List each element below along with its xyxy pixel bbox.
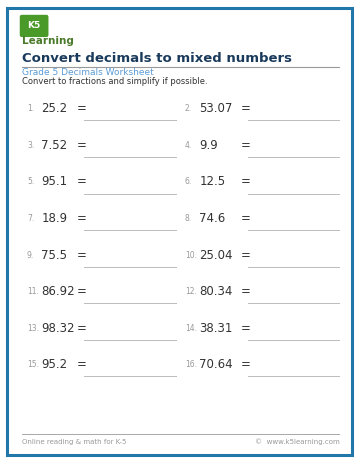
Text: =: = <box>77 358 87 371</box>
Text: 75.5: 75.5 <box>41 249 67 262</box>
Text: =: = <box>241 249 251 262</box>
Text: 18.9: 18.9 <box>41 212 67 225</box>
Text: =: = <box>77 102 87 115</box>
Text: 13.: 13. <box>27 324 39 333</box>
Text: 80.34: 80.34 <box>199 285 233 298</box>
Text: 5.: 5. <box>27 177 34 187</box>
Text: 9.9: 9.9 <box>199 139 218 152</box>
Text: Online reading & math for K-5: Online reading & math for K-5 <box>22 439 126 444</box>
Text: 95.1: 95.1 <box>41 175 67 188</box>
Text: 86.92: 86.92 <box>41 285 75 298</box>
Text: 53.07: 53.07 <box>199 102 233 115</box>
Text: 12.5: 12.5 <box>199 175 225 188</box>
Text: =: = <box>77 139 87 152</box>
Text: =: = <box>77 285 87 298</box>
Text: 16.: 16. <box>185 360 197 369</box>
Text: 4.: 4. <box>185 141 192 150</box>
Text: 98.32: 98.32 <box>41 322 75 335</box>
Text: 3.: 3. <box>27 141 34 150</box>
Text: =: = <box>77 249 87 262</box>
Text: =: = <box>77 212 87 225</box>
Text: Convert to fractions and simplify if possible.: Convert to fractions and simplify if pos… <box>22 77 207 86</box>
Text: 74.6: 74.6 <box>199 212 225 225</box>
Text: Learning: Learning <box>22 36 73 46</box>
Text: 10.: 10. <box>185 250 197 260</box>
Text: 95.2: 95.2 <box>41 358 67 371</box>
Text: K5: K5 <box>28 21 41 31</box>
Text: 38.31: 38.31 <box>199 322 233 335</box>
Text: 11.: 11. <box>27 287 39 296</box>
Text: 1.: 1. <box>27 104 34 113</box>
Text: 12.: 12. <box>185 287 197 296</box>
FancyBboxPatch shape <box>20 15 48 37</box>
Text: 15.: 15. <box>27 360 39 369</box>
Text: 8.: 8. <box>185 214 192 223</box>
Text: =: = <box>241 322 251 335</box>
Text: Grade 5 Decimals Worksheet: Grade 5 Decimals Worksheet <box>22 68 153 77</box>
Text: 9.: 9. <box>27 250 34 260</box>
Text: =: = <box>241 102 251 115</box>
Text: =: = <box>77 175 87 188</box>
Text: Convert decimals to mixed numbers: Convert decimals to mixed numbers <box>22 52 292 65</box>
Text: ©  www.k5learning.com: © www.k5learning.com <box>255 438 339 445</box>
Text: =: = <box>241 212 251 225</box>
Text: =: = <box>241 139 251 152</box>
Text: 7.52: 7.52 <box>41 139 67 152</box>
Text: 25.2: 25.2 <box>41 102 67 115</box>
Text: 7.: 7. <box>27 214 34 223</box>
Text: 2.: 2. <box>185 104 192 113</box>
Text: 6.: 6. <box>185 177 192 187</box>
Text: 25.04: 25.04 <box>199 249 233 262</box>
Text: =: = <box>241 358 251 371</box>
Text: =: = <box>241 285 251 298</box>
Text: =: = <box>77 322 87 335</box>
Text: 70.64: 70.64 <box>199 358 233 371</box>
Text: =: = <box>241 175 251 188</box>
Text: 14.: 14. <box>185 324 197 333</box>
FancyBboxPatch shape <box>7 8 352 455</box>
